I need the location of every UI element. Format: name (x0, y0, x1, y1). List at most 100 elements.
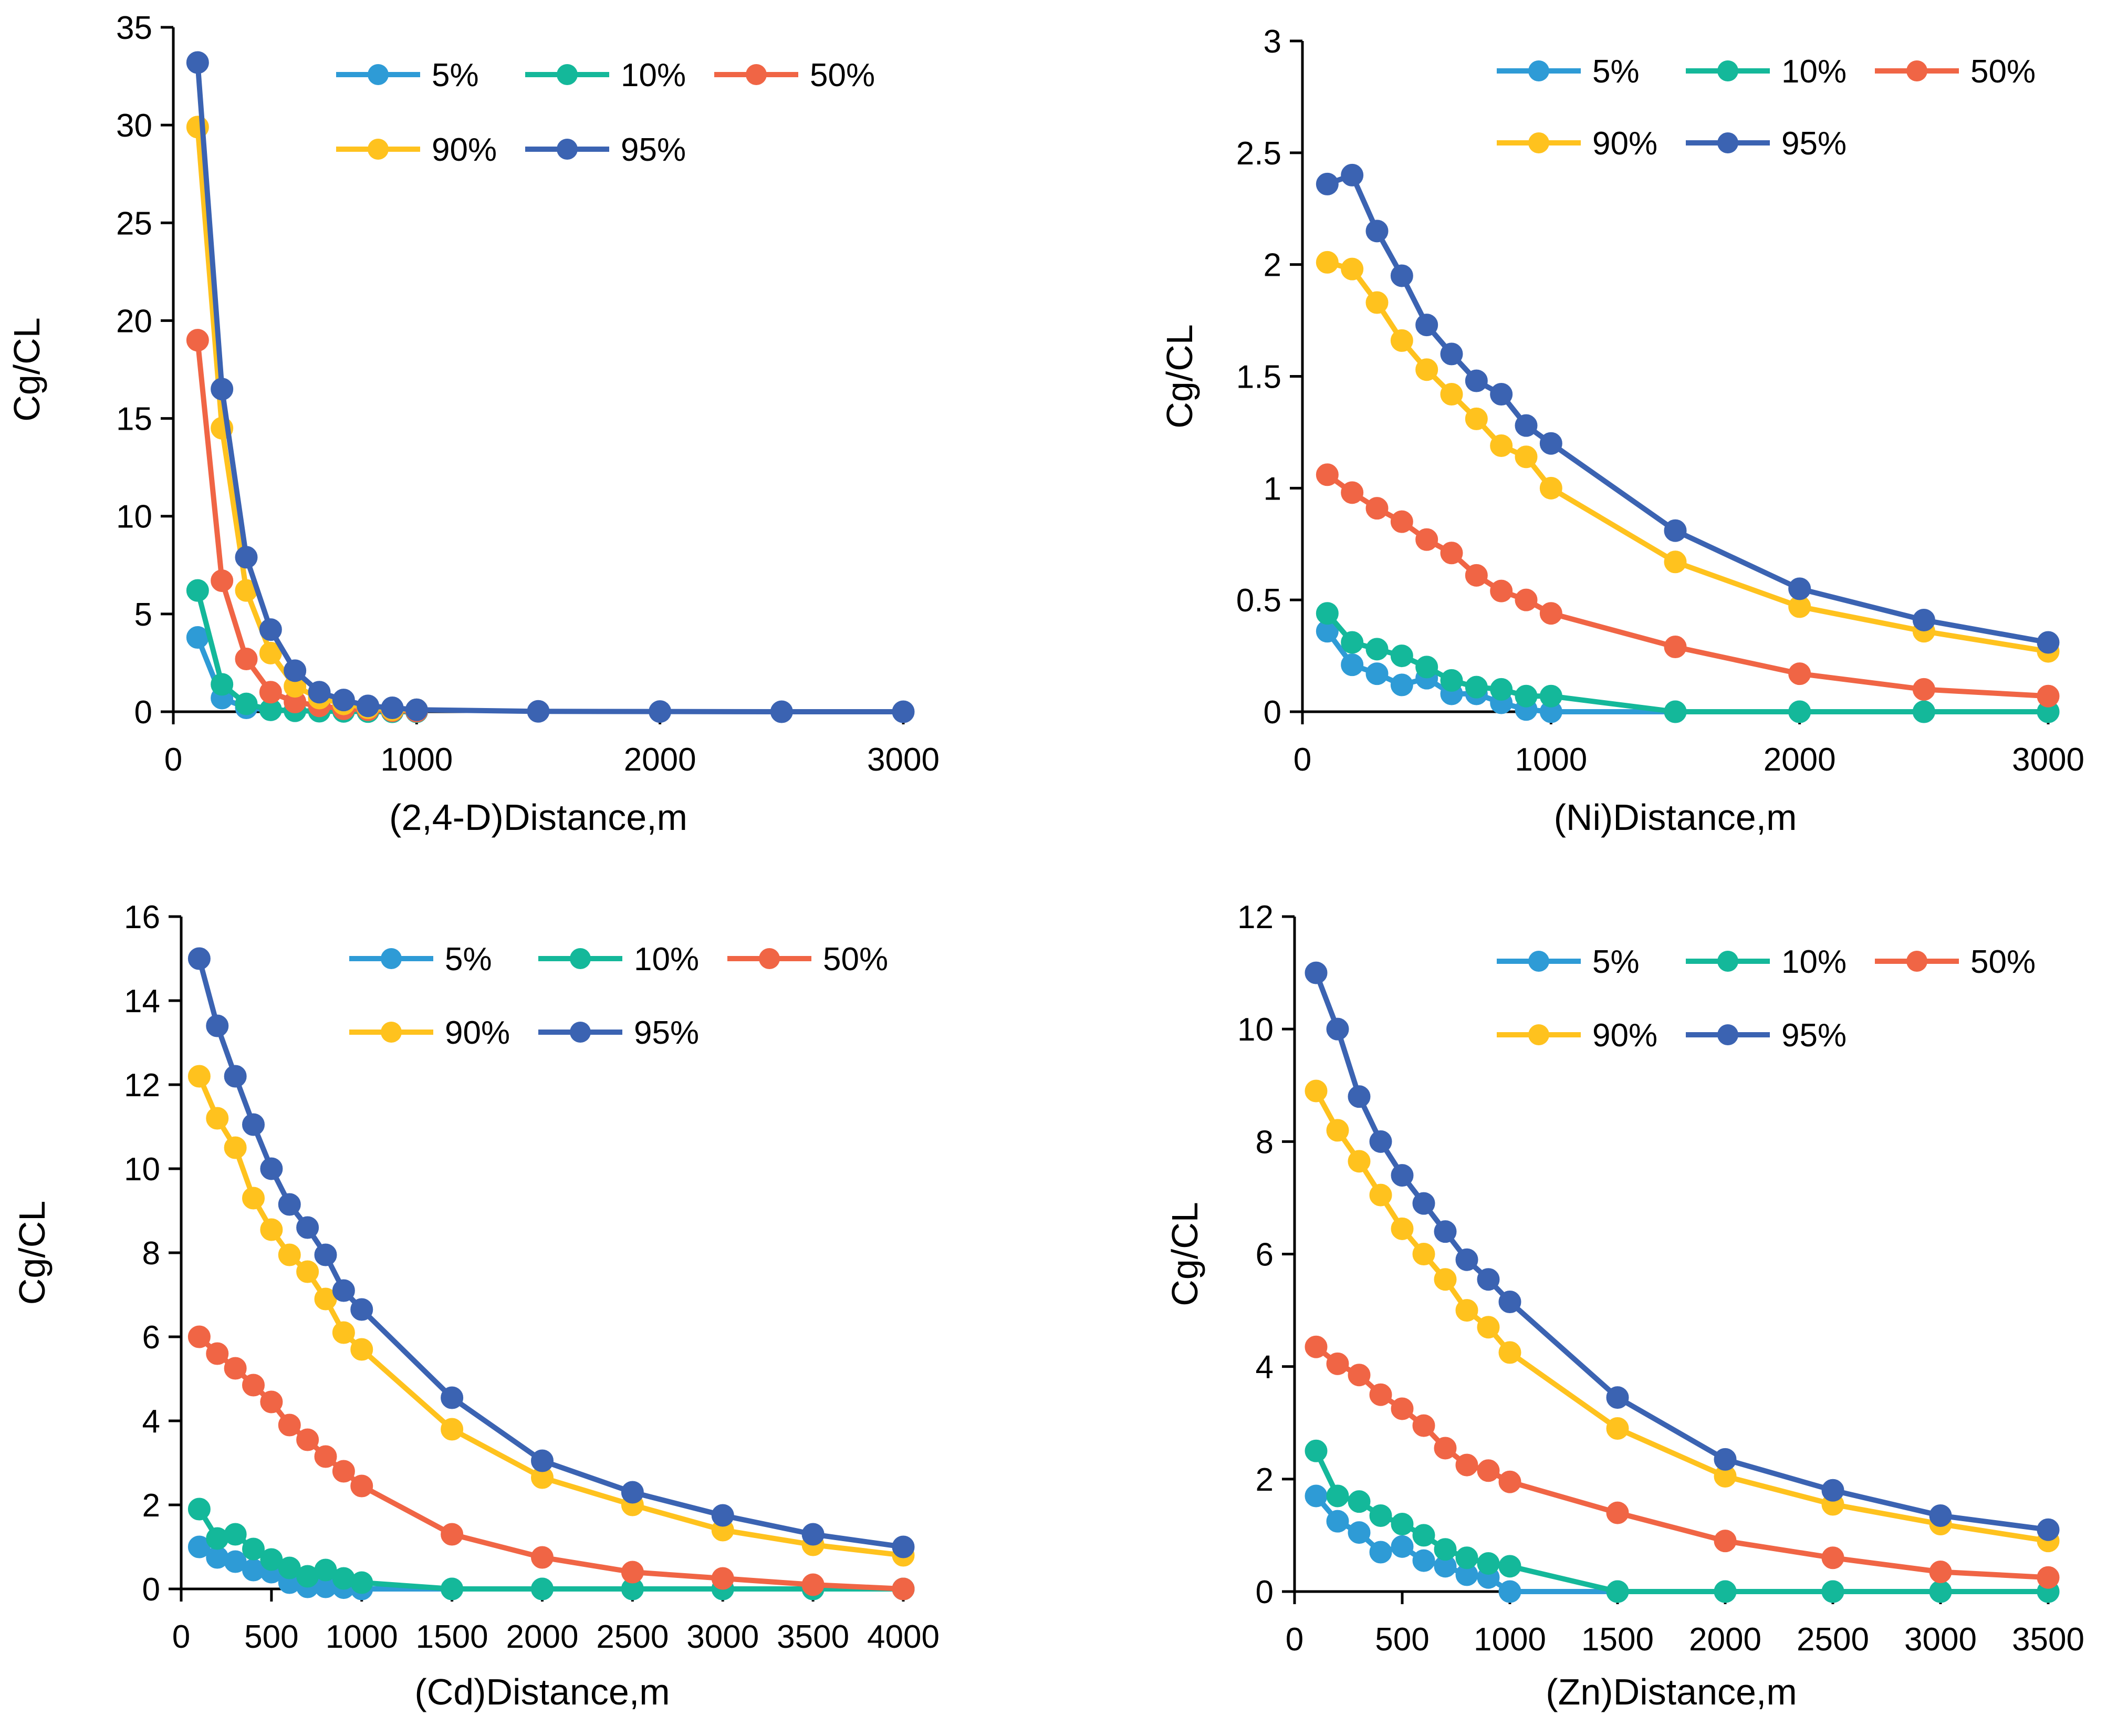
data-point (1455, 1248, 1478, 1271)
legend-marker (1528, 1024, 1549, 1045)
data-point (1465, 564, 1488, 587)
data-point (1490, 579, 1513, 602)
legend-label: 95% (1781, 126, 1847, 162)
legend-entry: 5% (336, 57, 479, 93)
x-tick-label: 3500 (2012, 1621, 2084, 1658)
data-point (1606, 1386, 1629, 1409)
data-point (235, 692, 258, 715)
data-point (314, 1287, 337, 1311)
legend-entry: 90% (1497, 126, 1657, 162)
y-tick-label: 0 (1264, 694, 1281, 731)
x-tick-label: 500 (1375, 1621, 1429, 1658)
legend-label: 50% (810, 57, 875, 93)
data-point (1415, 358, 1438, 381)
data-point (206, 1107, 229, 1130)
y-tick-label: 0.5 (1236, 583, 1281, 619)
data-point (1539, 602, 1562, 625)
data-point (1821, 1580, 1844, 1603)
x-tick-label: 1000 (326, 1619, 398, 1655)
data-point (1365, 497, 1389, 520)
data-point (224, 1357, 247, 1380)
data-point (1440, 383, 1463, 406)
data-point (284, 659, 307, 682)
x-axis-label: (Ni)Distance,m (1554, 797, 1797, 838)
x-tick-label: 500 (244, 1619, 298, 1655)
legend-label: 5% (1592, 54, 1640, 90)
legend-marker (557, 64, 578, 85)
x-tick-label: 2000 (624, 742, 696, 778)
data-point (242, 1537, 265, 1561)
y-tick-label: 1.5 (1236, 359, 1281, 396)
data-point (1415, 314, 1438, 337)
data-point (278, 1556, 301, 1579)
data-point (260, 1390, 283, 1413)
legend-marker (368, 64, 389, 85)
data-point (1440, 669, 1463, 692)
legend-label: 90% (1592, 1017, 1657, 1054)
data-point (1477, 1316, 1500, 1339)
x-tick-label: 4000 (867, 1619, 940, 1655)
data-point (1369, 1183, 1392, 1207)
legend-entry: 90% (1497, 1017, 1657, 1054)
y-tick-label: 2.5 (1236, 136, 1281, 172)
data-point (1415, 656, 1438, 679)
y-tick-label: 2 (142, 1488, 160, 1524)
data-point (186, 329, 209, 352)
legend-label: 10% (634, 941, 699, 978)
data-point (278, 1413, 301, 1437)
legend-label: 10% (1781, 944, 1847, 980)
data-point (1390, 510, 1413, 533)
x-tick-label: 1000 (1515, 742, 1587, 778)
y-tick-label: 12 (1237, 899, 1274, 935)
y-axis-label: Cg/CL (1164, 1202, 1205, 1306)
y-tick-label: 0 (134, 694, 152, 731)
data-point (1490, 383, 1513, 406)
data-point (1664, 550, 1687, 574)
data-point (801, 1523, 825, 1546)
data-point (1606, 1501, 1629, 1524)
data-point (332, 1460, 355, 1483)
data-point (892, 700, 915, 723)
legend-marker (570, 948, 591, 969)
data-point (1714, 1448, 1737, 1471)
data-point (1465, 675, 1488, 699)
data-point (441, 1386, 464, 1409)
y-tick-label: 4 (142, 1404, 160, 1440)
data-point (1305, 1484, 1328, 1508)
data-point (1369, 1541, 1392, 1564)
data-point (527, 700, 550, 723)
data-point (242, 1187, 265, 1210)
legend-marker (1906, 951, 1927, 972)
data-point (296, 1216, 319, 1239)
legend-entry: 50% (1875, 944, 2036, 980)
y-tick-label: 5 (134, 597, 152, 633)
data-point (1477, 1268, 1500, 1291)
legend-marker (368, 139, 389, 160)
data-point (1539, 476, 1562, 500)
data-point (1788, 577, 1811, 600)
data-point (260, 1548, 283, 1571)
data-point (296, 1260, 319, 1283)
data-point (1365, 220, 1389, 243)
data-point (1490, 434, 1513, 457)
legend-marker (381, 948, 402, 969)
data-point (235, 546, 258, 569)
data-point (186, 579, 209, 602)
legend-entry: 90% (336, 132, 497, 168)
legend-label: 90% (445, 1015, 510, 1051)
data-point (259, 618, 282, 641)
legend-label: 90% (1592, 126, 1657, 162)
data-point (1391, 1535, 1414, 1558)
y-axis-label: Cg/CL (12, 1201, 53, 1305)
data-point (1390, 329, 1413, 352)
data-point (1341, 257, 1364, 280)
data-point (1369, 1504, 1392, 1527)
data-point (224, 1065, 247, 1088)
legend-marker (1528, 132, 1549, 153)
chart-panel-2: 0 0.5 1 1.5 2 2.5 3 0 1000 2000 3000 (Ni)Distance,m… (1159, 24, 2084, 838)
y-tick-label: 30 (116, 108, 152, 144)
y-tick-label: 6 (1256, 1237, 1274, 1273)
data-point (1391, 1397, 1414, 1420)
series-50pct (187, 1325, 915, 1600)
data-point (1498, 1470, 1521, 1493)
